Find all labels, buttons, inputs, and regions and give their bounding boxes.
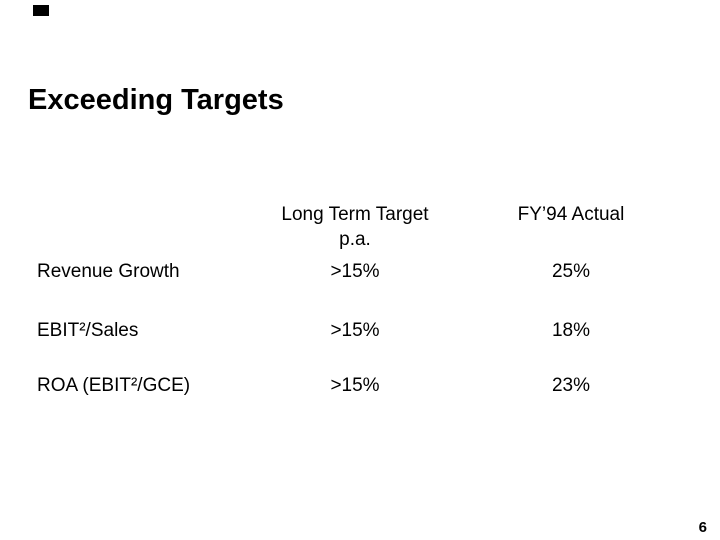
row-target-value: >15% [330, 261, 380, 282]
row-label-roa: ROA (EBIT²/GCE) [37, 375, 191, 396]
header-actual-label: FY’94 Actual [517, 204, 625, 225]
row-label-revenue-growth: Revenue Growth [37, 261, 180, 282]
header-actual-cell: FY’94 Actual [455, 202, 687, 252]
table-row: ROA (EBIT²/GCE) >15% 23% [37, 375, 697, 397]
row-target-value: >15% [330, 375, 380, 396]
row-actual-value: 23% [551, 375, 591, 396]
row-target-value: >15% [330, 320, 380, 341]
row-actual-value: 25% [551, 261, 591, 282]
header-empty-cell [37, 202, 255, 252]
row-label-ebit-sales: EBIT²/Sales [37, 320, 139, 341]
header-target-cell: Long Term Target p.a. [255, 202, 455, 252]
header-target-line2: p.a. [339, 229, 371, 250]
corner-mark [33, 5, 49, 16]
table-header-row: Long Term Target p.a. FY’94 Actual [37, 202, 697, 252]
slide-title: Exceeding Targets [28, 84, 284, 116]
row-actual-value: 18% [551, 320, 591, 341]
header-target-line1: Long Term Target [281, 204, 429, 225]
table-row: EBIT²/Sales >15% 18% [37, 320, 697, 342]
page-number: 6 [698, 519, 707, 536]
table-row: Revenue Growth >15% 25% [37, 261, 697, 283]
